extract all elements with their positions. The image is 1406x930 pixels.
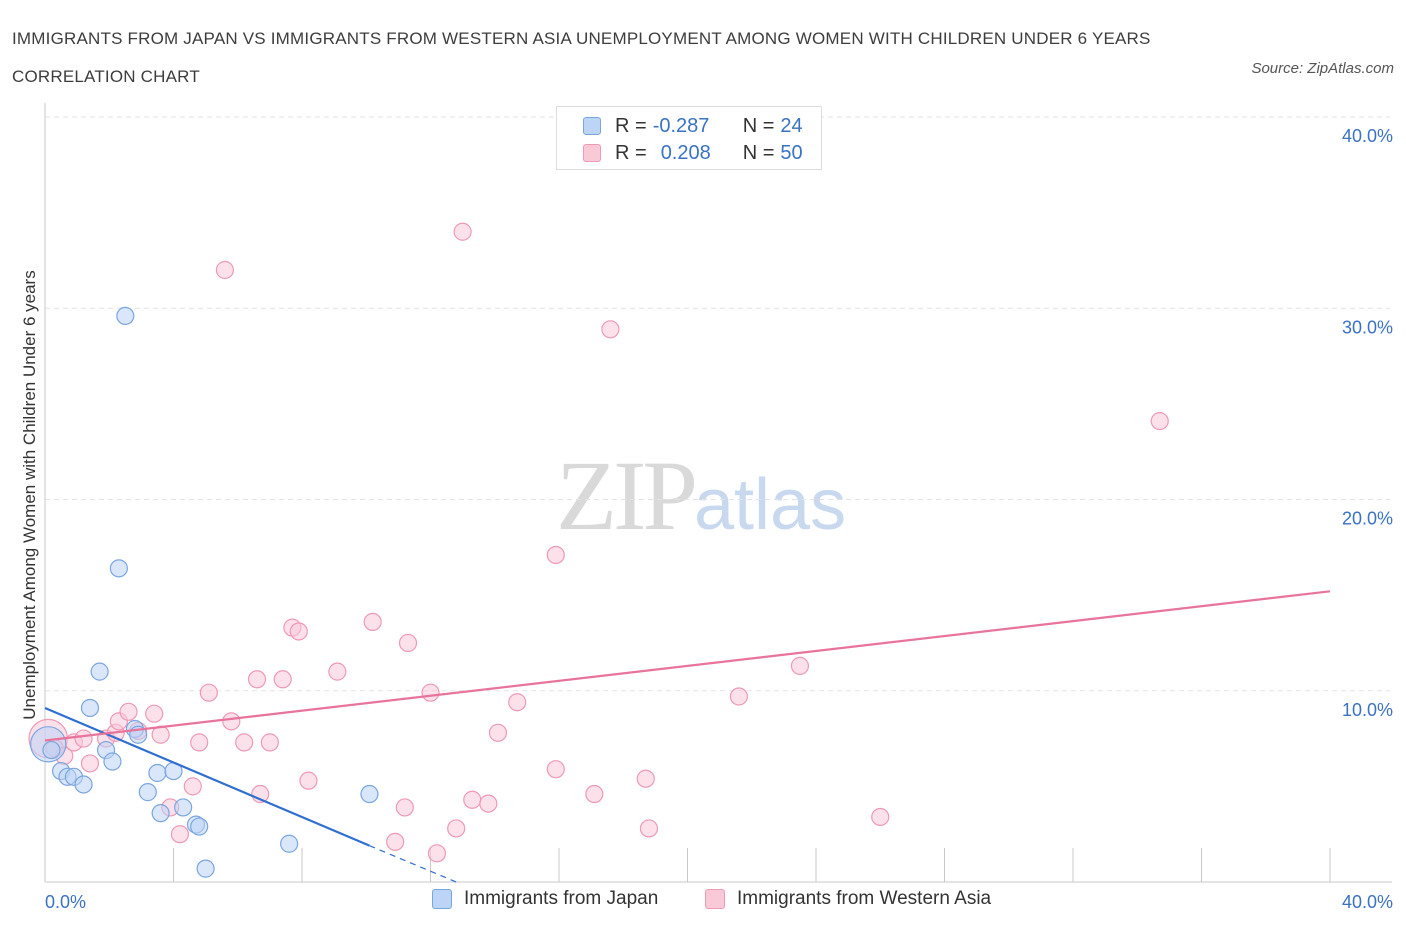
legend-r-value: 0.208 — [660, 141, 711, 164]
point-western-asia — [636, 769, 655, 788]
point-western-asia — [222, 712, 241, 731]
point-japan — [109, 559, 128, 578]
point-japan — [103, 752, 122, 771]
point-western-asia — [395, 798, 414, 817]
legend-n-value: 50 — [780, 141, 803, 164]
series-legend-western-asia: Immigrants from Western Asia — [705, 888, 991, 910]
series-japan — [30, 306, 379, 878]
source-label: Source: ZipAtlas.com — [1251, 60, 1394, 77]
point-western-asia — [639, 819, 659, 838]
point-western-asia — [190, 733, 209, 752]
point-japan — [80, 698, 100, 718]
watermark-atlas: atlas — [694, 465, 847, 545]
point-japan — [138, 783, 157, 802]
point-western-asia — [247, 670, 267, 689]
point-western-asia — [488, 723, 508, 742]
point-western-asia — [453, 222, 472, 241]
point-japan — [74, 775, 93, 794]
trend-line-japan — [44, 706, 370, 847]
point-western-asia — [328, 662, 347, 681]
point-western-asia — [363, 612, 382, 632]
point-western-asia — [273, 670, 292, 689]
point-western-asia — [585, 784, 604, 804]
y-tick-label: 30.0% — [1342, 317, 1393, 337]
correlation-legend: R = -0.287 N = 24 R = 0.208 N = 50 — [556, 106, 822, 170]
legend-row-western-asia: R = 0.208 N = 50 — [583, 140, 803, 166]
point-western-asia — [447, 819, 466, 838]
point-western-asia — [421, 683, 440, 702]
point-japan — [280, 834, 299, 853]
trend-line-western-asia — [44, 590, 1331, 742]
series-legend-swatch-japan — [432, 889, 452, 909]
y-tick-label: 20.0% — [1342, 509, 1393, 529]
point-japan — [148, 763, 167, 783]
point-japan — [174, 798, 193, 817]
legend-n-label: N = — [742, 114, 775, 137]
series-legend-label: Immigrants from Japan — [464, 888, 659, 909]
series-legend-label: Immigrants from Western Asia — [737, 888, 992, 909]
axes — [44, 103, 1392, 883]
chart-title: IMMIGRANTS FROM JAPAN VS IMMIGRANTS FROM… — [12, 29, 1151, 86]
legend-row-japan: R = -0.287 N = 24 — [583, 113, 803, 139]
series-western-asia — [28, 222, 1169, 863]
point-western-asia — [546, 760, 565, 779]
point-western-asia — [199, 683, 218, 702]
series-legend-swatch-western-asia — [705, 889, 725, 909]
point-japan — [151, 804, 170, 823]
x-tick-label: 40.0% — [1342, 892, 1393, 912]
point-western-asia — [183, 777, 202, 796]
point-japan — [196, 859, 215, 878]
y-axis-title: Unemployment Among Women with Children U… — [20, 270, 39, 720]
point-western-asia — [427, 844, 447, 863]
point-western-asia — [74, 729, 93, 748]
legend-r-value: -0.287 — [652, 114, 710, 137]
point-western-asia — [601, 320, 620, 339]
series-legend: Immigrants from Japan Immigrants from We… — [0, 888, 1406, 916]
point-japan — [190, 817, 209, 836]
series-legend-japan: Immigrants from Japan — [432, 888, 658, 910]
point-western-asia — [508, 693, 527, 712]
point-japan — [90, 662, 109, 681]
point-western-asia — [386, 832, 405, 851]
legend-n-value: 24 — [780, 114, 803, 137]
legend-swatch-japan — [583, 117, 601, 135]
y-tick-label: 10.0% — [1342, 700, 1393, 720]
legend-swatch-western-asia — [583, 144, 601, 162]
point-western-asia — [145, 704, 164, 723]
watermark-zip: ZIP — [556, 440, 698, 551]
point-western-asia — [871, 807, 890, 827]
point-western-asia — [299, 771, 318, 790]
point-western-asia — [398, 633, 418, 653]
point-western-asia — [546, 545, 565, 565]
legend-n-label: N = — [742, 141, 775, 164]
legend-r-label: R = — [615, 141, 647, 164]
point-western-asia — [119, 702, 138, 721]
point-western-asia — [235, 733, 254, 752]
point-japan — [360, 784, 379, 804]
trend-lines — [44, 590, 1331, 883]
watermark: ZIPatlas — [556, 438, 846, 553]
trend-line-japan-extension — [369, 845, 457, 883]
x-tick-label: 0.0% — [45, 892, 86, 912]
y-tick-label: 40.0% — [1342, 126, 1393, 146]
tick-labels: 10.0% 20.0% 30.0% 40.0% 0.0% 40.0% — [45, 126, 1393, 912]
gridlines — [45, 116, 1390, 692]
point-western-asia — [289, 622, 308, 641]
point-western-asia — [1150, 411, 1169, 431]
legend-r-label: R = — [615, 114, 647, 137]
point-japan — [116, 306, 135, 325]
point-japan — [42, 740, 61, 760]
point-western-asia — [215, 260, 234, 280]
point-western-asia — [790, 656, 810, 675]
point-western-asia — [260, 733, 279, 752]
point-western-asia — [479, 794, 498, 813]
point-western-asia — [80, 754, 100, 773]
point-western-asia — [170, 825, 190, 844]
point-western-asia — [463, 790, 482, 809]
point-western-asia — [729, 687, 749, 706]
